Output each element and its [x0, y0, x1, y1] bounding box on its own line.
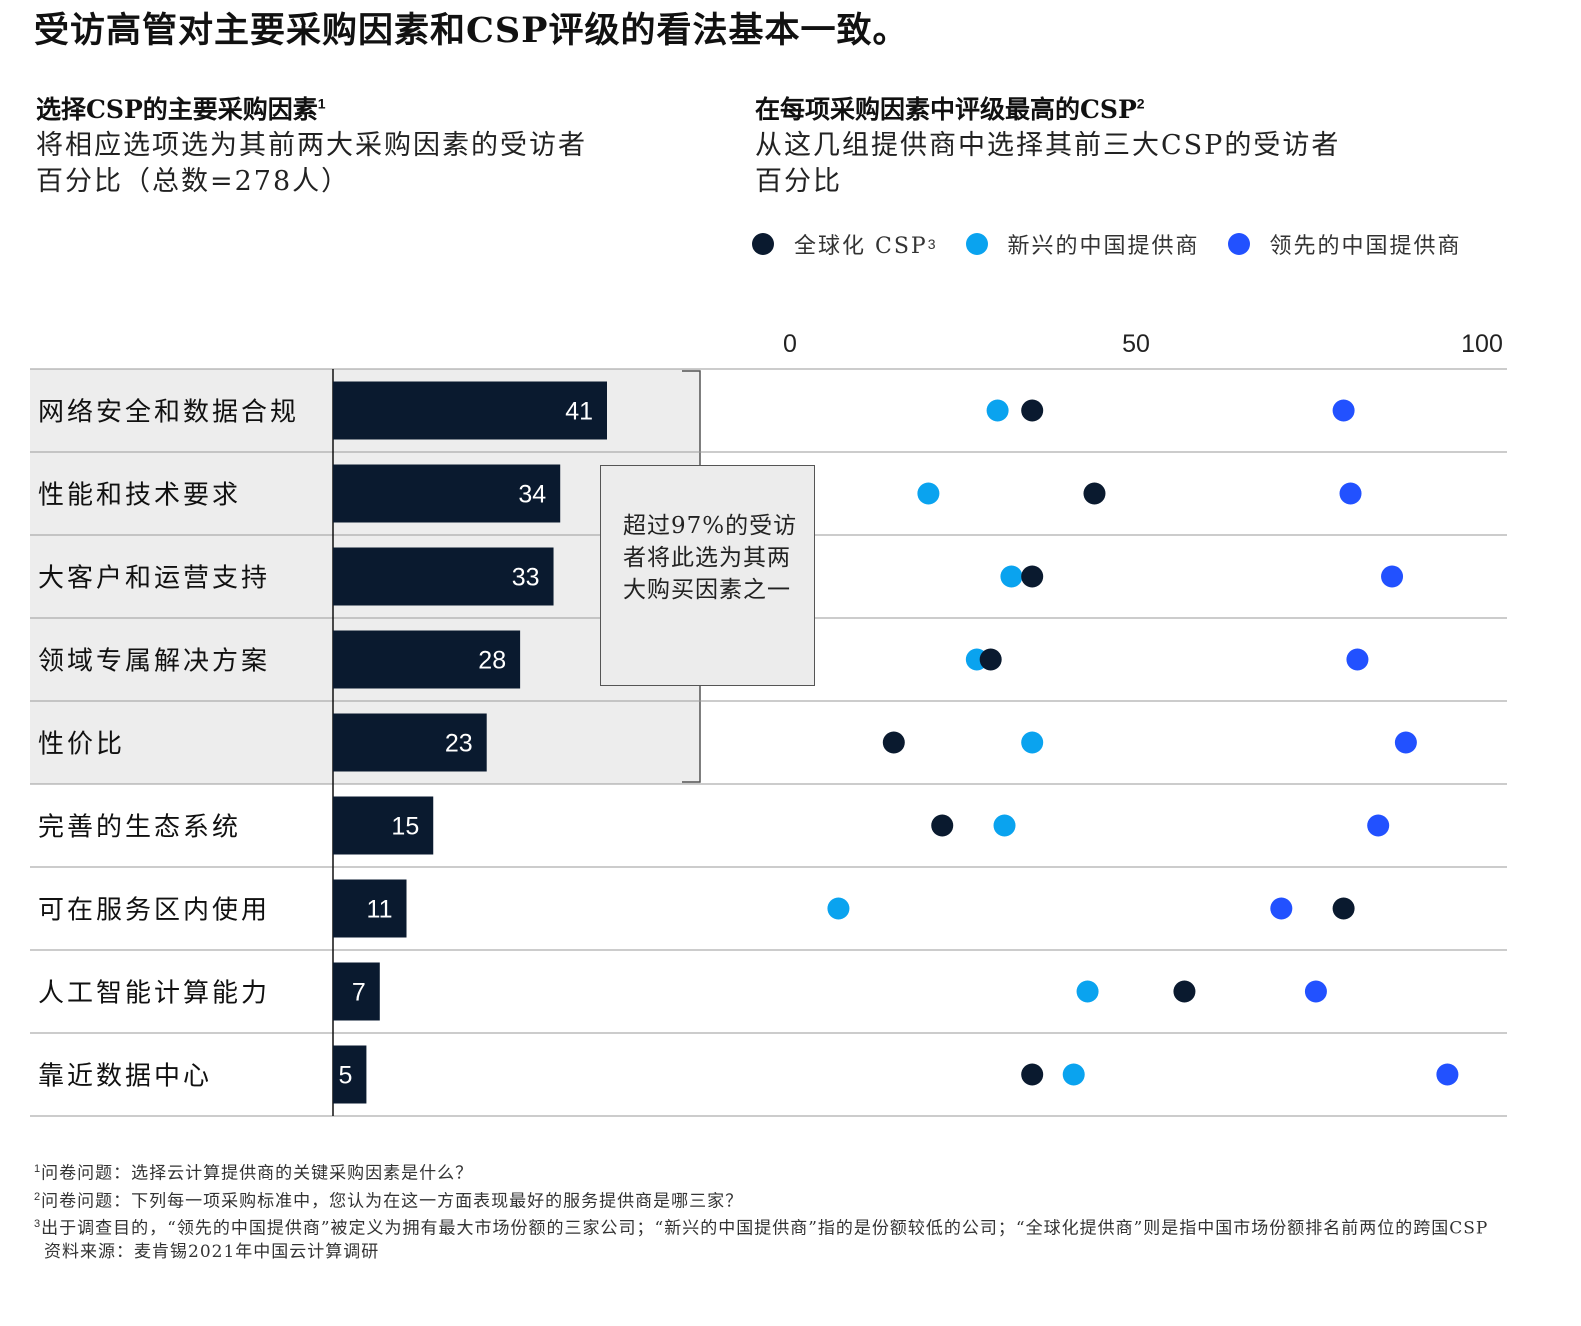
left-panel-title-sup: 1 — [317, 95, 326, 112]
category-label-3: 大客户和运营支持 — [38, 564, 270, 594]
bar-value-4: 28 — [478, 647, 506, 675]
bar-5 — [333, 713, 487, 772]
footnote-1-number: 1 — [34, 1163, 42, 1175]
right-panel-subtitle-line2: 百分比 — [755, 166, 842, 197]
right-panel-title-sup: 2 — [1136, 95, 1145, 112]
dot-global-5 — [882, 731, 905, 754]
footnote-3: 3出于调查目的，“领先的中国提供商”被定义为拥有最大市场份额的三家公司；“新兴的… — [34, 1213, 1488, 1241]
dot-emerging-1 — [986, 399, 1009, 422]
footnote-2-text: 问卷问题：下列每一项采购标准中，您认为在这一方面表现最好的服务提供商是哪三家？ — [41, 1191, 744, 1212]
category-label-7: 可在服务区内使用 — [38, 896, 270, 926]
footnote-2-number: 2 — [34, 1190, 42, 1203]
bar-value-9: 5 — [339, 1062, 353, 1090]
footnote-3-number: 3 — [34, 1218, 42, 1231]
legend-dot-leading — [1227, 233, 1250, 255]
dot-global-7 — [1332, 897, 1355, 920]
dot-global-9 — [1021, 1063, 1044, 1086]
bar-value-5: 23 — [445, 730, 473, 758]
bar-value-1: 41 — [565, 398, 593, 426]
bar-value-8: 7 — [352, 979, 366, 1007]
dot-global-3 — [1021, 565, 1044, 588]
left-panel-title-text: 选择CSP的主要采购因素 — [36, 95, 318, 124]
legend-dot-global — [752, 233, 774, 255]
bar-value-6: 15 — [391, 813, 419, 841]
dot-leading-6 — [1367, 814, 1390, 837]
dot-emerging-7 — [827, 897, 850, 920]
dot-leading-9 — [1436, 1063, 1459, 1086]
dot-leading-7 — [1270, 897, 1293, 920]
dot-emerging-9 — [1062, 1063, 1085, 1086]
dot-emerging-2 — [917, 482, 940, 505]
bar-4 — [333, 630, 521, 689]
legend-label-emerging: 新兴的中国提供商 — [1007, 234, 1200, 259]
x-tick-label-100: 100 — [1461, 330, 1503, 358]
dot-leading-2 — [1339, 482, 1362, 505]
bar-6 — [333, 796, 434, 855]
category-label-6: 完善的生态系统 — [38, 813, 241, 843]
dot-global-8 — [1173, 980, 1196, 1003]
legend-sup-global: 3 — [927, 236, 938, 252]
legend-item-leading: 领先的中国提供商 — [1227, 228, 1462, 260]
category-label-5: 性价比 — [38, 730, 125, 760]
left-panel-subtitle-line2: 百分比（总数=278人） — [36, 166, 351, 197]
category-label-4: 领域专属解决方案 — [38, 647, 270, 677]
left-panel-subtitle-line1: 将相应选项选为其前两大采购因素的受访者 — [36, 130, 587, 161]
legend-item-global: 全球化 CSP 3 — [752, 228, 938, 260]
legend-dot-emerging — [965, 233, 988, 255]
right-panel-subtitle: 从这几组提供商中选择其前三大CSP的受访者 百分比 — [755, 128, 1340, 200]
chart-canvas: 0 50 100 网络安全和数据合规 41 性能和技术要求 34 大客户和运营支持 33 领域专属… — [30, 330, 1507, 1117]
bar-3 — [333, 547, 554, 606]
category-label-9: 靠近数据中心 — [38, 1062, 212, 1092]
footnote-1-text: 问卷问题：选择云计算提供商的关键采购因素是什么？ — [41, 1163, 474, 1184]
dot-emerging-3 — [1000, 565, 1023, 588]
callout-box: 超过97%的受访者将此选为其两大购买因素之一 — [600, 465, 815, 686]
bar-value-2: 34 — [518, 481, 546, 509]
footnote-3-text: 出于调查目的，“领先的中国提供商”被定义为拥有最大市场份额的三家公司；“新兴的中… — [41, 1218, 1489, 1239]
category-label-1: 网络安全和数据合规 — [38, 398, 299, 428]
dot-emerging-5 — [1021, 731, 1044, 754]
footnote-source: 资料来源：麦肯锡2021年中国云计算调研 — [34, 1241, 1488, 1264]
dot-emerging-6 — [993, 814, 1016, 837]
bar-9 — [333, 1045, 367, 1104]
legend-item-emerging: 新兴的中国提供商 — [965, 228, 1200, 260]
right-panel-title-text: 在每项采购因素中评级最高的CSP — [755, 95, 1137, 124]
dot-leading-3 — [1381, 565, 1404, 588]
dot-leading-1 — [1332, 399, 1355, 422]
bar-value-7: 11 — [367, 896, 393, 924]
dot-emerging-8 — [1076, 980, 1099, 1003]
bar-2 — [333, 464, 561, 523]
headline: 受访高管对主要采购因素和CSP评级的看法基本一致。 — [34, 10, 909, 51]
x-tick-label-50: 50 — [1122, 330, 1150, 358]
right-panel-title: 在每项采购因素中评级最高的CSP2 — [755, 90, 1145, 126]
legend-label-global: 全球化 CSP — [794, 234, 928, 259]
category-label-8: 人工智能计算能力 — [38, 979, 270, 1009]
bar-8 — [333, 962, 380, 1021]
category-label-2: 性能和技术要求 — [38, 481, 241, 511]
footnote-1: 1问卷问题：选择云计算提供商的关键采购因素是什么？ — [34, 1158, 1488, 1186]
dot-leading-8 — [1304, 980, 1327, 1003]
dot-global-2 — [1083, 482, 1106, 505]
footnote-2: 2问卷问题：下列每一项采购标准中，您认为在这一方面表现最好的服务提供商是哪三家？ — [34, 1186, 1488, 1214]
dot-leading-5 — [1394, 731, 1417, 754]
dot-global-1 — [1021, 399, 1044, 422]
left-panel-title: 选择CSP的主要采购因素1 — [36, 90, 326, 126]
legend-label-leading: 领先的中国提供商 — [1269, 234, 1462, 259]
x-tick-label-0: 0 — [783, 330, 797, 358]
bar-1 — [333, 381, 607, 440]
dot-global-4 — [979, 648, 1002, 671]
bar-7 — [333, 879, 407, 938]
right-panel-subtitle-line1: 从这几组提供商中选择其前三大CSP的受访者 — [755, 130, 1341, 161]
footnote-source-text: 资料来源：麦肯锡2021年中国云计算调研 — [44, 1241, 380, 1262]
dot-global-6 — [931, 814, 954, 837]
legend: 全球化 CSP 3 新兴的中国提供商 领先的中国提供商 — [752, 228, 1490, 260]
dot-leading-4 — [1346, 648, 1369, 671]
bar-value-3: 33 — [512, 564, 540, 592]
left-panel-subtitle: 将相应选项选为其前两大采购因素的受访者 百分比（总数=278人） — [36, 128, 587, 200]
footnotes: 1问卷问题：选择云计算提供商的关键采购因素是什么？ 2问卷问题：下列每一项采购标… — [34, 1158, 1488, 1264]
